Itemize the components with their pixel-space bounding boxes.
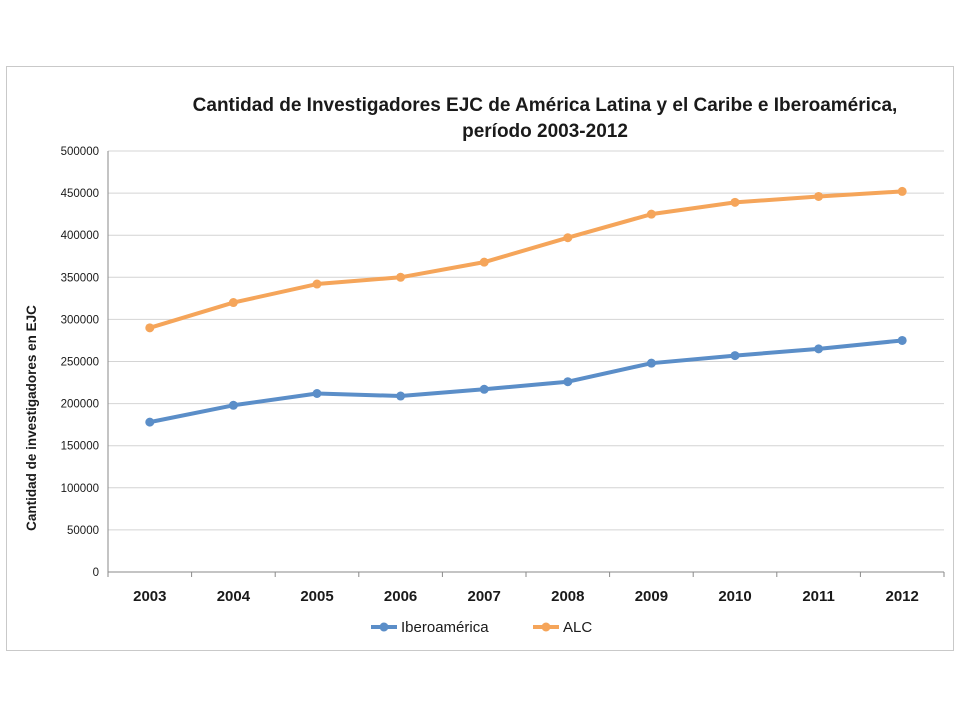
data-point [730, 197, 740, 207]
data-point [646, 209, 656, 219]
data-point [145, 323, 155, 333]
data-point [563, 233, 573, 243]
series-line [147, 338, 905, 425]
data-point [312, 279, 322, 289]
data-point [646, 358, 656, 368]
data-point [814, 344, 824, 354]
y-tick-label: 0 [93, 567, 99, 579]
chart-title-line-2: período 2003-2012 [462, 121, 628, 142]
x-tick-label: 2007 [468, 588, 501, 605]
y-tick-label: 250000 [61, 357, 99, 369]
line-chart: Cantidad de Investigadores EJC de Améric… [24, 95, 945, 636]
legend-swatch-marker [379, 622, 389, 632]
data-point [897, 186, 907, 196]
data-point [228, 400, 238, 410]
x-tick-label: 2011 [802, 588, 835, 605]
data-point [396, 391, 406, 401]
x-tick-label: 2003 [133, 588, 166, 605]
x-tick-label: 2010 [718, 588, 751, 605]
y-tick-label: 150000 [61, 441, 99, 453]
legend-swatch-marker [541, 622, 551, 632]
series-layer [145, 186, 907, 427]
y-axis-label: Cantidad de investigadores en EJC [24, 305, 39, 531]
y-tick-label: 200000 [61, 399, 99, 411]
x-tick-label: 2008 [551, 588, 584, 605]
legend: Iberoamérica ALC [371, 619, 592, 636]
y-tick-label: 350000 [61, 272, 99, 284]
x-tick-label: 2009 [635, 588, 668, 605]
axis-layer: 0 50000 100000 150000 200000 250000 300000 3500… [61, 146, 945, 605]
data-point [479, 384, 489, 394]
x-tick-label: 2005 [300, 588, 333, 605]
chart-title-line-1: Cantidad de Investigadores EJC de Améric… [193, 95, 898, 116]
data-point [312, 388, 322, 398]
y-tick-label: 100000 [61, 483, 99, 495]
x-tick-label: 2006 [384, 588, 417, 605]
grid-layer [108, 150, 944, 531]
y-tick-label: 400000 [61, 230, 99, 242]
legend-label: Iberoamérica [401, 619, 489, 636]
y-tick-label: 50000 [67, 525, 99, 537]
data-point [897, 335, 907, 345]
data-point [814, 191, 824, 201]
y-tick-label: 450000 [61, 188, 99, 200]
chart-frame: Cantidad de Investigadores EJC de Améric… [6, 66, 954, 651]
data-point [563, 377, 573, 387]
data-point [479, 257, 489, 267]
data-point [730, 351, 740, 361]
legend-label: ALC [563, 619, 592, 636]
data-point [228, 298, 238, 308]
x-tick-label: 2012 [886, 588, 919, 605]
series-line [147, 189, 905, 330]
data-point [145, 417, 155, 427]
data-point [396, 272, 406, 282]
y-tick-label: 300000 [61, 314, 99, 326]
x-tick-label: 2004 [217, 588, 251, 605]
y-tick-label: 500000 [61, 146, 99, 158]
